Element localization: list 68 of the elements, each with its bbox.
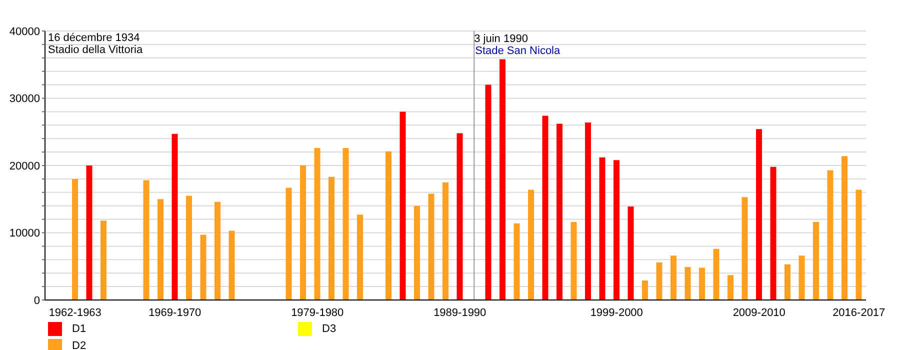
bar bbox=[300, 166, 306, 300]
bar bbox=[342, 148, 349, 300]
x-tick-label: 1989-1990 bbox=[434, 306, 486, 319]
bar bbox=[158, 199, 164, 300]
bar bbox=[500, 59, 506, 300]
y-tick-label: 20000 bbox=[9, 160, 40, 172]
bar bbox=[813, 222, 819, 300]
bar bbox=[172, 134, 178, 300]
bar bbox=[456, 133, 463, 300]
annotation: 16 décembre 1934 bbox=[48, 32, 141, 44]
bar bbox=[827, 170, 834, 300]
bar bbox=[742, 197, 748, 300]
bar bbox=[670, 256, 676, 300]
bar bbox=[314, 148, 320, 300]
x-tick-label: 1979-1980 bbox=[291, 306, 344, 319]
annotation: Stadio della Vittoria bbox=[48, 44, 143, 56]
bar bbox=[514, 223, 520, 300]
bar bbox=[728, 275, 734, 300]
x-tick-label: 2016-2017 bbox=[832, 306, 886, 319]
y-tick-label: 40000 bbox=[9, 26, 40, 38]
x-tick-label: 1999-2000 bbox=[590, 306, 643, 319]
legend-label: D1 bbox=[72, 322, 86, 334]
bar bbox=[328, 176, 334, 300]
bar bbox=[684, 267, 691, 300]
bar bbox=[628, 206, 634, 300]
bar bbox=[756, 129, 762, 300]
y-tick-label: 10000 bbox=[9, 228, 40, 240]
bar bbox=[784, 264, 790, 300]
bar bbox=[86, 166, 92, 300]
y-tick-label: 0 bbox=[34, 294, 40, 307]
bar bbox=[100, 220, 106, 300]
bar bbox=[286, 188, 292, 300]
bar bbox=[528, 190, 534, 300]
bar bbox=[485, 84, 492, 300]
bar bbox=[599, 157, 606, 300]
bar bbox=[214, 202, 220, 300]
bar bbox=[856, 190, 862, 300]
x-tick-label: 1962-1963 bbox=[48, 306, 102, 319]
legend-label: D2 bbox=[72, 340, 86, 350]
bar bbox=[357, 214, 363, 300]
bar bbox=[585, 122, 591, 300]
bar bbox=[386, 151, 392, 300]
bar bbox=[842, 156, 848, 300]
bar bbox=[798, 256, 805, 300]
bar bbox=[400, 112, 406, 300]
bar bbox=[656, 262, 662, 300]
bar bbox=[414, 206, 420, 300]
y-tick-label: 30000 bbox=[9, 93, 40, 106]
bar bbox=[200, 234, 206, 300]
bar bbox=[556, 124, 562, 300]
bar bbox=[642, 280, 648, 300]
annotation: Stade San Nicola bbox=[475, 45, 562, 57]
x-tick-label: 1969-1970 bbox=[148, 306, 202, 319]
bar bbox=[699, 268, 705, 300]
bar bbox=[72, 178, 78, 300]
bar bbox=[770, 166, 776, 300]
x-tick-label: 2009-2010 bbox=[732, 306, 786, 319]
bar bbox=[542, 116, 548, 300]
bar bbox=[713, 248, 720, 300]
bar bbox=[428, 194, 434, 300]
bar bbox=[442, 182, 448, 300]
bar bbox=[228, 230, 235, 300]
annotation: 3 juin 1990 bbox=[474, 33, 528, 45]
legend-label: D3 bbox=[322, 322, 336, 334]
bar bbox=[143, 180, 150, 300]
bar bbox=[614, 160, 620, 300]
bar bbox=[186, 196, 192, 300]
bar bbox=[570, 222, 577, 300]
